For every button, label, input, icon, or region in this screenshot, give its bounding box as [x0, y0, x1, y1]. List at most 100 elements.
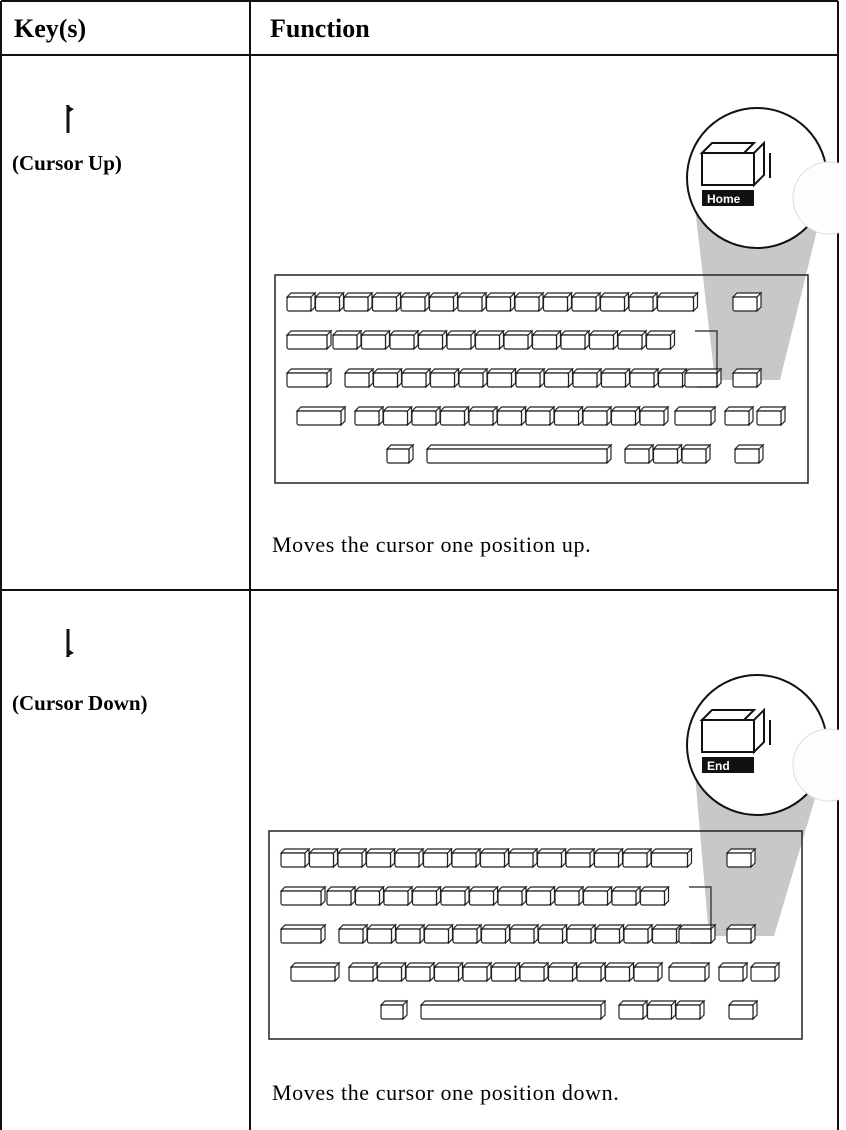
keyboard — [274, 274, 809, 484]
key — [420, 1004, 602, 1020]
key — [566, 928, 592, 944]
key — [582, 890, 609, 906]
key — [486, 372, 513, 388]
key — [531, 334, 558, 350]
key — [503, 334, 529, 350]
big-key — [701, 152, 755, 186]
illustrations: (Cursor Up) Home Moves the cursor one posi… — [12, 0, 846, 1130]
key — [389, 334, 415, 350]
key — [360, 334, 387, 350]
key — [617, 334, 643, 350]
key — [543, 372, 570, 388]
key-name: (Cursor Down) — [12, 691, 148, 715]
arrow-head — [66, 105, 74, 113]
key — [633, 966, 659, 982]
key — [650, 852, 689, 868]
key — [290, 966, 336, 982]
key — [610, 410, 637, 426]
header-function: Function — [270, 14, 370, 43]
key — [618, 1004, 644, 1020]
key — [582, 410, 608, 426]
key — [428, 296, 455, 312]
key — [623, 928, 649, 944]
key — [440, 890, 466, 906]
key — [405, 966, 431, 982]
key — [400, 296, 426, 312]
key — [286, 372, 328, 388]
key — [433, 966, 460, 982]
key — [452, 928, 478, 944]
key — [624, 448, 650, 464]
key — [372, 372, 399, 388]
key — [411, 890, 438, 906]
key-legend-bg — [702, 757, 754, 773]
key-name: (Cursor Up) — [12, 151, 122, 175]
key — [576, 966, 602, 982]
key — [560, 334, 586, 350]
key — [536, 852, 563, 868]
key — [514, 296, 540, 312]
key — [599, 296, 626, 312]
key — [314, 296, 341, 312]
description: Moves the cursor one position up. — [272, 532, 591, 557]
key — [462, 966, 488, 982]
key — [604, 966, 631, 982]
key — [354, 410, 380, 426]
key — [429, 372, 456, 388]
key — [344, 372, 370, 388]
key — [423, 928, 450, 944]
key — [348, 966, 374, 982]
key — [593, 852, 620, 868]
key — [651, 928, 678, 944]
key — [490, 966, 517, 982]
key — [734, 448, 760, 464]
key — [451, 852, 477, 868]
key — [726, 928, 752, 944]
key — [728, 1004, 754, 1020]
key — [485, 296, 512, 312]
key — [718, 966, 744, 982]
key — [354, 890, 381, 906]
key — [588, 334, 615, 350]
key — [426, 448, 608, 464]
key-legend-bg — [702, 190, 754, 206]
key — [380, 1004, 404, 1020]
key — [681, 448, 707, 464]
key — [756, 410, 782, 426]
key — [280, 928, 322, 944]
key — [468, 890, 495, 906]
key — [474, 334, 501, 350]
key — [554, 890, 580, 906]
key — [296, 410, 342, 426]
key — [594, 928, 621, 944]
key — [382, 410, 409, 426]
key — [656, 296, 695, 312]
key — [542, 296, 569, 312]
key — [280, 852, 306, 868]
key — [371, 296, 398, 312]
bubble — [792, 161, 846, 235]
key — [468, 410, 494, 426]
key — [678, 928, 712, 944]
key — [366, 928, 393, 944]
key — [553, 410, 580, 426]
right-margin — [839, 0, 846, 1130]
zoom-cone — [695, 198, 825, 380]
key — [675, 1004, 701, 1020]
key — [338, 928, 364, 944]
key — [622, 852, 648, 868]
key — [565, 852, 591, 868]
key — [308, 852, 335, 868]
key — [732, 372, 758, 388]
key — [394, 852, 420, 868]
key — [525, 410, 551, 426]
key — [508, 852, 534, 868]
key — [496, 410, 523, 426]
key — [537, 928, 564, 944]
key — [600, 372, 627, 388]
key — [479, 852, 506, 868]
key — [628, 296, 654, 312]
key — [337, 852, 363, 868]
enter-key — [689, 886, 712, 944]
key — [395, 928, 421, 944]
